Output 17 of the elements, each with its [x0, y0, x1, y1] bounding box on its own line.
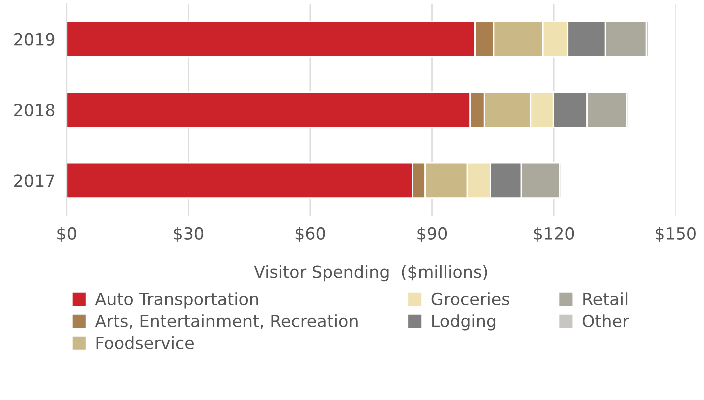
y-tick-label: 2018: [14, 104, 55, 117]
legend-label: Groceries: [432, 292, 510, 306]
x-tick-label: $60: [296, 227, 326, 242]
legend-label: Lodging: [432, 314, 496, 331]
legend-label: Retail: [584, 292, 628, 306]
y-tick-label: 2019: [14, 33, 55, 46]
x-tick-label: $30: [174, 227, 204, 242]
x-tick-label: $120: [534, 227, 574, 242]
legend-label: Other: [582, 314, 630, 328]
x-axis-title: Visitor Spending ($millions): [254, 265, 488, 282]
legend-label: Foodservice: [96, 336, 194, 350]
legend-label: Arts, Entertainment, Recreation: [95, 314, 358, 330]
x-tick-label: $150: [656, 227, 696, 242]
legend-label: Auto Transportation: [95, 292, 258, 309]
y-tick-label: 2017: [14, 174, 54, 188]
x-tick-label: $0: [58, 227, 76, 242]
x-tick-label: $90: [418, 227, 448, 242]
